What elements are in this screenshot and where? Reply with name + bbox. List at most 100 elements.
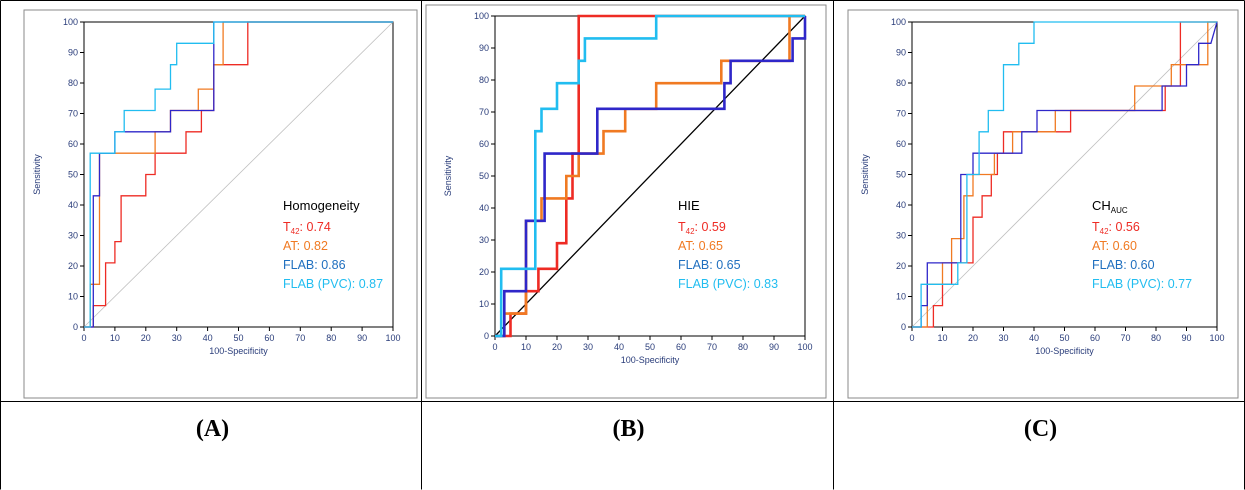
y-tick-label: 50 xyxy=(68,170,78,180)
x-axis-label: 100-Specificity xyxy=(209,346,268,356)
y-tick-label: 50 xyxy=(479,171,489,181)
annotation-title: Homogeneity xyxy=(283,198,360,213)
reference-diagonal xyxy=(494,15,806,337)
y-tick-label: 10 xyxy=(479,299,489,309)
x-tick-label: 90 xyxy=(357,333,367,343)
x-tick-label: 60 xyxy=(1090,333,1100,343)
x-tick-label: 100 xyxy=(385,333,400,343)
x-axis-label: 100-Specificity xyxy=(1035,346,1094,356)
x-tick-label: 10 xyxy=(110,333,120,343)
y-tick-label: 100 xyxy=(474,11,489,21)
y-tick-label: 20 xyxy=(479,267,489,277)
panel-label-a: (A) xyxy=(195,416,230,442)
y-tick-label: 40 xyxy=(896,200,906,210)
y-tick-label: 100 xyxy=(891,17,906,27)
y-tick-label: 0 xyxy=(484,331,489,341)
y-tick-label: 0 xyxy=(901,322,906,332)
x-tick-label: 0 xyxy=(909,333,914,343)
x-tick-label: 70 xyxy=(1120,333,1130,343)
x-tick-label: 40 xyxy=(1029,333,1039,343)
y-tick-label: 20 xyxy=(896,261,906,271)
panel-label-c: (C) xyxy=(1023,416,1058,442)
roc-chart-homogeneity: 0 10 20 30 40 50 60 70 80 90 100 0 10 20 30 40 50 60 70 80 9… xyxy=(23,9,418,399)
annotation-auc-flab-text: FLAB: 0.86 xyxy=(283,258,346,272)
y-tick-label: 10 xyxy=(896,292,906,302)
chart-frame xyxy=(847,9,1239,399)
x-tick-label: 10 xyxy=(937,333,947,343)
y-tick-label: 0 xyxy=(73,322,78,332)
x-tick-label: 60 xyxy=(264,333,274,343)
x-tick-label: 0 xyxy=(81,333,86,343)
roc-chart-ch-auc: 0 10 20 30 40 50 60 70 80 90 100 0 10 20 30 40 50 60 70 80 9… xyxy=(847,9,1239,399)
reference-diagonal xyxy=(83,21,394,328)
roc-chart-hie: 0 10 20 30 40 50 60 70 80 90 100 0 10 20 30 40 50 60 70 80 9… xyxy=(425,4,827,399)
x-tick-label: 70 xyxy=(707,342,717,352)
x-tick-label: 50 xyxy=(1059,333,1069,343)
annotation-auc-t42: T42: 0.56 xyxy=(1092,220,1140,236)
annotation-auc-at: AT: 0.60 xyxy=(1092,239,1137,253)
x-tick-label: 50 xyxy=(233,333,243,343)
y-tick-label: 90 xyxy=(68,48,78,58)
y-tick-label: 30 xyxy=(68,231,78,241)
y-tick-label: 70 xyxy=(896,109,906,119)
annotation-auc-at: AT: 0.65 xyxy=(678,239,723,253)
y-axis-label: Sensitivity xyxy=(32,154,42,195)
roc-curve-flab-pvc xyxy=(912,21,1217,328)
x-tick-label: 0 xyxy=(492,342,497,352)
annotation-auc-at: AT: 0.82 xyxy=(283,239,328,253)
x-tick-label: 60 xyxy=(676,342,686,352)
annotation-auc-flab-pvc: FLAB (PVC): 0.87 xyxy=(283,277,383,291)
annotation-title: HIE xyxy=(678,198,700,213)
x-tick-label: 90 xyxy=(769,342,779,352)
roc-curve-flab-pvc xyxy=(495,14,805,338)
y-tick-label: 90 xyxy=(479,43,489,53)
y-tick-label: 70 xyxy=(68,109,78,119)
y-tick-label: 60 xyxy=(479,139,489,149)
roc-curve-flab xyxy=(495,16,807,338)
panel-label-b: (B) xyxy=(612,416,645,442)
x-axis-label: 100-Specificity xyxy=(621,355,680,365)
x-tick-label: 20 xyxy=(968,333,978,343)
chart-frame xyxy=(23,9,418,399)
y-tick-label: 40 xyxy=(479,203,489,213)
x-tick-label: 50 xyxy=(645,342,655,352)
x-tick-label: 80 xyxy=(326,333,336,343)
annotation-auc-flab-text: FLAB: 0.60 xyxy=(1092,258,1155,272)
y-tick-label: 30 xyxy=(896,231,906,241)
x-tick-label: 30 xyxy=(583,342,593,352)
y-axis-label: Sensitivity xyxy=(860,154,870,195)
x-tick-label: 100 xyxy=(797,342,812,352)
x-tick-label: 80 xyxy=(738,342,748,352)
x-tick-label: 40 xyxy=(203,333,213,343)
y-tick-label: 20 xyxy=(68,261,78,271)
y-tick-label: 70 xyxy=(479,107,489,117)
reference-diagonal xyxy=(911,21,1218,328)
x-tick-label: 70 xyxy=(295,333,305,343)
chart-frame xyxy=(425,4,827,399)
y-tick-label: 60 xyxy=(896,139,906,149)
x-tick-label: 30 xyxy=(998,333,1008,343)
x-tick-label: 10 xyxy=(521,342,531,352)
y-tick-label: 90 xyxy=(896,48,906,58)
y-tick-label: 50 xyxy=(896,170,906,180)
y-tick-label: 10 xyxy=(68,292,78,302)
y-tick-label: 60 xyxy=(68,139,78,149)
y-tick-label: 80 xyxy=(896,78,906,88)
annotation-auc-flab-text: FLAB: 0.65 xyxy=(678,258,741,272)
roc-curve-flab-pvc xyxy=(84,21,393,328)
y-tick-label: 80 xyxy=(68,78,78,88)
y-axis-label: Sensitivity xyxy=(443,155,453,196)
x-tick-label: 90 xyxy=(1181,333,1191,343)
y-tick-label: 80 xyxy=(479,75,489,85)
x-tick-label: 20 xyxy=(552,342,562,352)
x-tick-label: 40 xyxy=(614,342,624,352)
annotation-auc-t42: T42: 0.74 xyxy=(283,220,331,236)
x-tick-label: 80 xyxy=(1151,333,1161,343)
y-tick-label: 100 xyxy=(63,17,78,27)
annotation-auc-t42: T42: 0.59 xyxy=(678,220,726,236)
y-tick-label: 40 xyxy=(68,200,78,210)
x-tick-label: 20 xyxy=(141,333,151,343)
x-tick-label: 100 xyxy=(1209,333,1224,343)
annotation-auc-flab-pvc: FLAB (PVC): 0.83 xyxy=(678,277,778,291)
